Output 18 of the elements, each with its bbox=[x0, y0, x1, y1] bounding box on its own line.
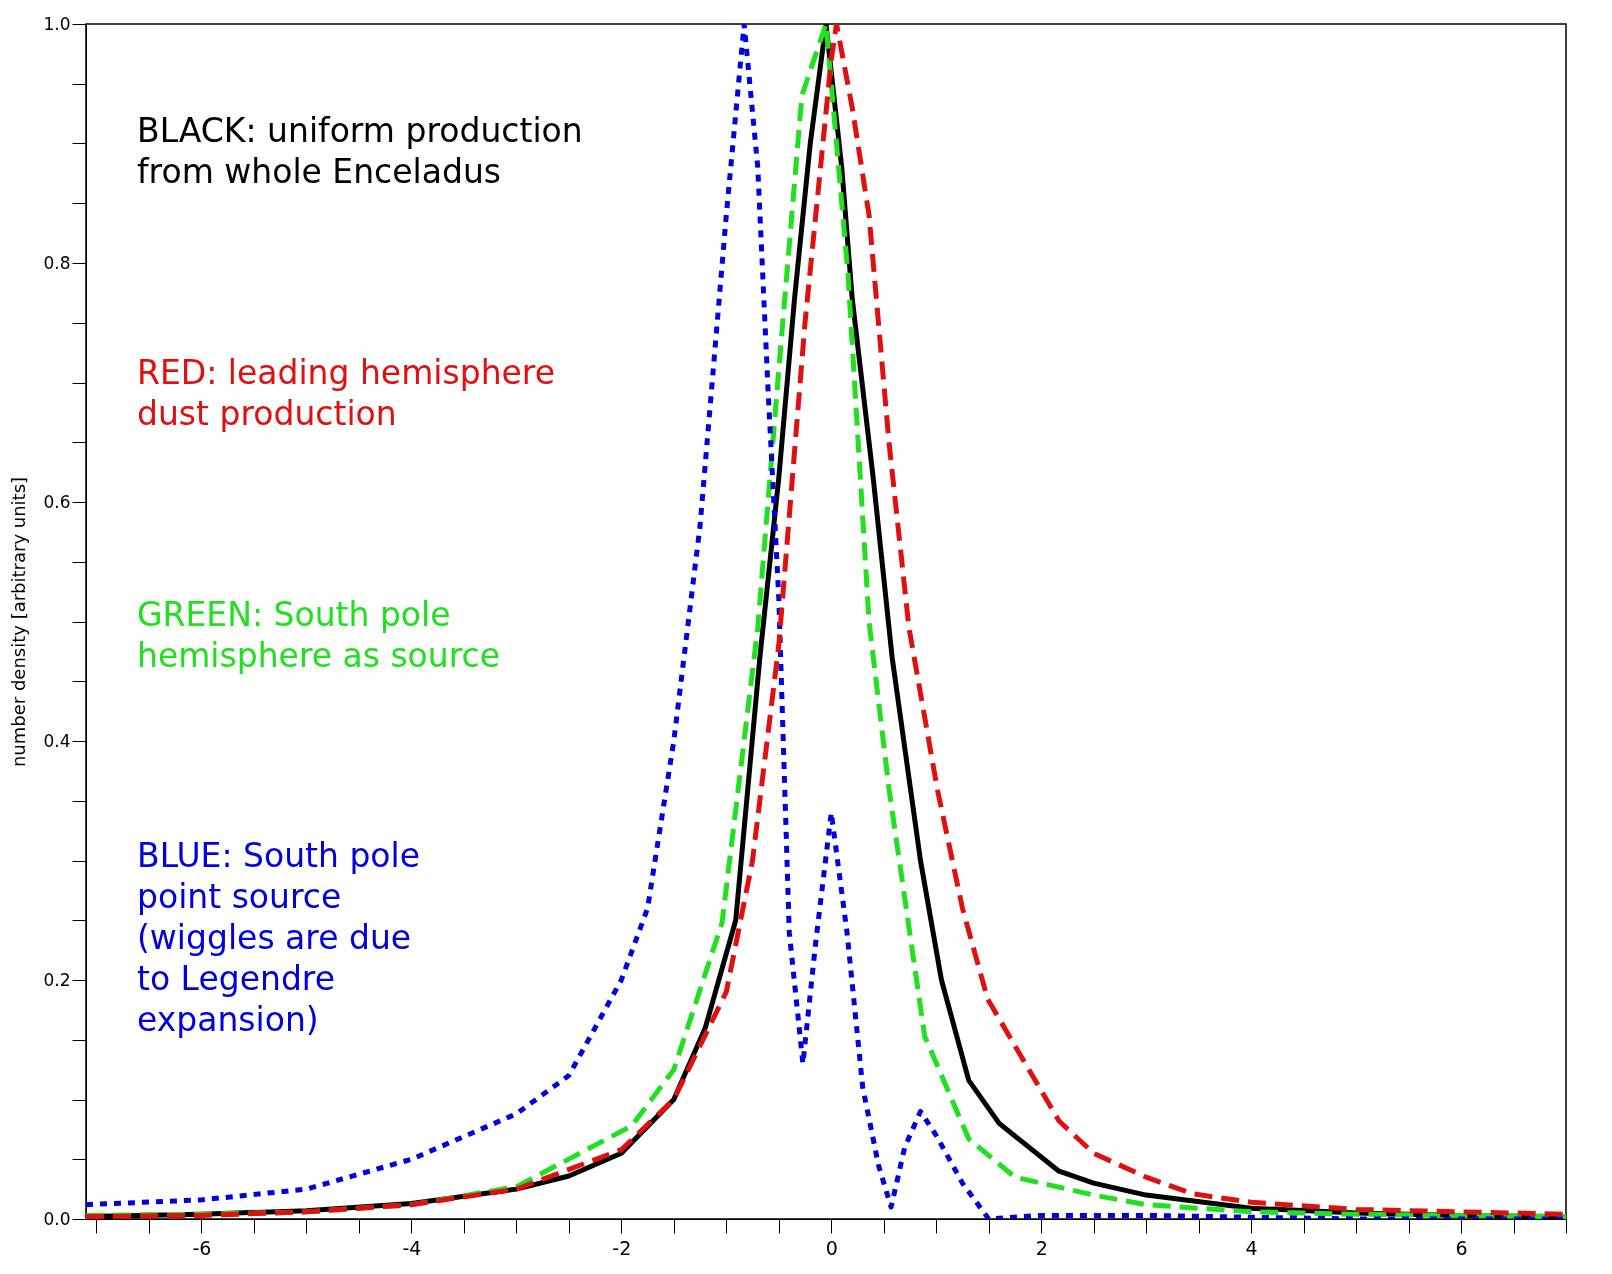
y-tick-label: 0.0 bbox=[43, 1208, 71, 1229]
annotation: RED: leading hemisphere dust production bbox=[137, 353, 555, 433]
annotation: GREEN: South pole hemisphere as source bbox=[137, 595, 501, 675]
y-tick-label: 0.4 bbox=[43, 730, 71, 751]
x-tick-label: 2 bbox=[1035, 1236, 1048, 1259]
x-tick-label: -6 bbox=[192, 1236, 212, 1259]
x-tick-label: 4 bbox=[1245, 1236, 1258, 1259]
y-tick-label: 0.8 bbox=[43, 252, 71, 273]
x-tick-label: -4 bbox=[402, 1236, 422, 1259]
x-tick-label: 0 bbox=[825, 1236, 838, 1259]
x-tick-label: 6 bbox=[1455, 1236, 1468, 1259]
y-tick-label: 1.0 bbox=[43, 13, 71, 34]
y-axis-title: number density [arbitrary units] bbox=[8, 476, 30, 768]
annotation: BLACK: uniform production from whole Enceladus bbox=[137, 111, 583, 191]
annotation: BLUE: South pole point source (wiggles are due to Legendre expansion) bbox=[137, 836, 420, 1039]
y-tick-label: 0.6 bbox=[43, 491, 71, 512]
x-tick-label: -2 bbox=[612, 1236, 632, 1259]
y-tick-label: 0.2 bbox=[43, 969, 71, 990]
